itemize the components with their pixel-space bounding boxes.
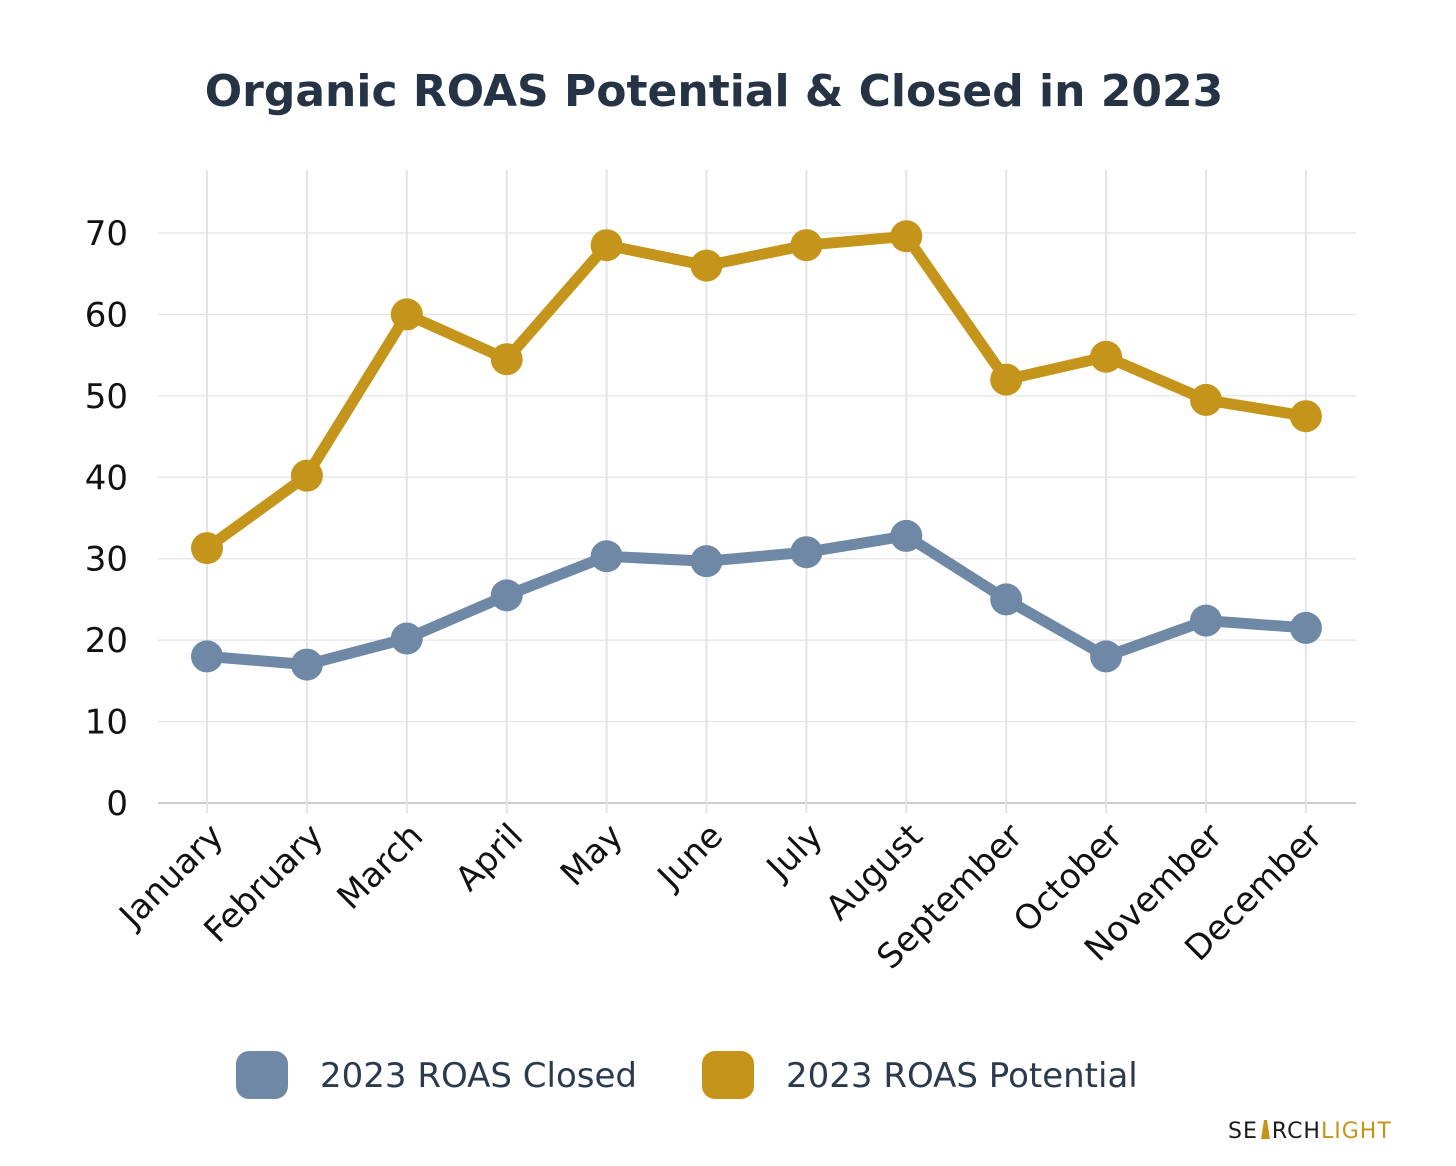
- data-point: [990, 363, 1023, 396]
- grid-layer: [158, 170, 1356, 813]
- y-tick-label: 70: [85, 214, 128, 254]
- y-tick-label: 20: [85, 621, 128, 661]
- y-tick-label: 60: [85, 295, 128, 335]
- x-tick-label: June: [649, 816, 731, 898]
- data-point: [990, 583, 1023, 616]
- data-point: [890, 220, 923, 253]
- legend-label: 2023 ROAS Closed: [320, 1056, 637, 1096]
- data-point: [191, 532, 223, 565]
- brand-text-part3: LIGHT: [1321, 1119, 1392, 1144]
- y-tick-label: 10: [85, 703, 128, 743]
- series-line-0: [201, 530, 1312, 671]
- data-point: [191, 640, 223, 673]
- legend: 2023 ROAS Closed 2023 ROAS Potential: [236, 1051, 1138, 1099]
- data-point: [1289, 611, 1322, 644]
- x-tick-label: March: [330, 816, 432, 918]
- x-tick-label: May: [553, 816, 631, 894]
- data-point: [390, 622, 423, 655]
- data-point: [890, 519, 923, 552]
- x-tick-label: July: [758, 816, 831, 889]
- series-points: [191, 220, 1322, 681]
- data-point: [1289, 400, 1322, 433]
- brand-text-part1: SE: [1228, 1119, 1258, 1144]
- series-lines: [201, 230, 1312, 671]
- data-point: [790, 536, 823, 569]
- data-point: [390, 298, 423, 331]
- series-line-1: [201, 230, 1312, 554]
- data-point: [1190, 604, 1222, 637]
- legend-label: 2023 ROAS Potential: [786, 1056, 1138, 1096]
- data-point: [790, 229, 823, 262]
- brand-text-part2: RCH: [1272, 1119, 1321, 1144]
- lighthouse-icon: [1261, 1120, 1270, 1139]
- data-point: [290, 648, 323, 681]
- brand-logo: SE RCHLIGHT: [1228, 1119, 1392, 1144]
- y-tick-label: 0: [106, 784, 128, 824]
- y-tick-label: 40: [85, 458, 128, 498]
- data-point: [1090, 640, 1123, 673]
- data-point: [590, 540, 623, 573]
- data-point: [1190, 383, 1222, 416]
- data-point: [490, 579, 523, 612]
- data-point: [690, 545, 723, 578]
- data-point: [590, 229, 623, 262]
- y-tick-label: 30: [85, 540, 128, 580]
- data-point: [690, 249, 723, 282]
- y-tick-label: 50: [85, 377, 128, 417]
- legend-swatch: [702, 1051, 754, 1099]
- y-axis-ticks: 0 10 20 30 40 50 60 70: [85, 214, 128, 824]
- chart-title: Organic ROAS Potential & Closed in 2023: [205, 66, 1223, 117]
- data-point: [490, 343, 523, 376]
- data-point: [290, 459, 323, 492]
- legend-swatch: [236, 1051, 288, 1099]
- x-tick-label: April: [448, 816, 531, 899]
- data-point: [1090, 340, 1123, 373]
